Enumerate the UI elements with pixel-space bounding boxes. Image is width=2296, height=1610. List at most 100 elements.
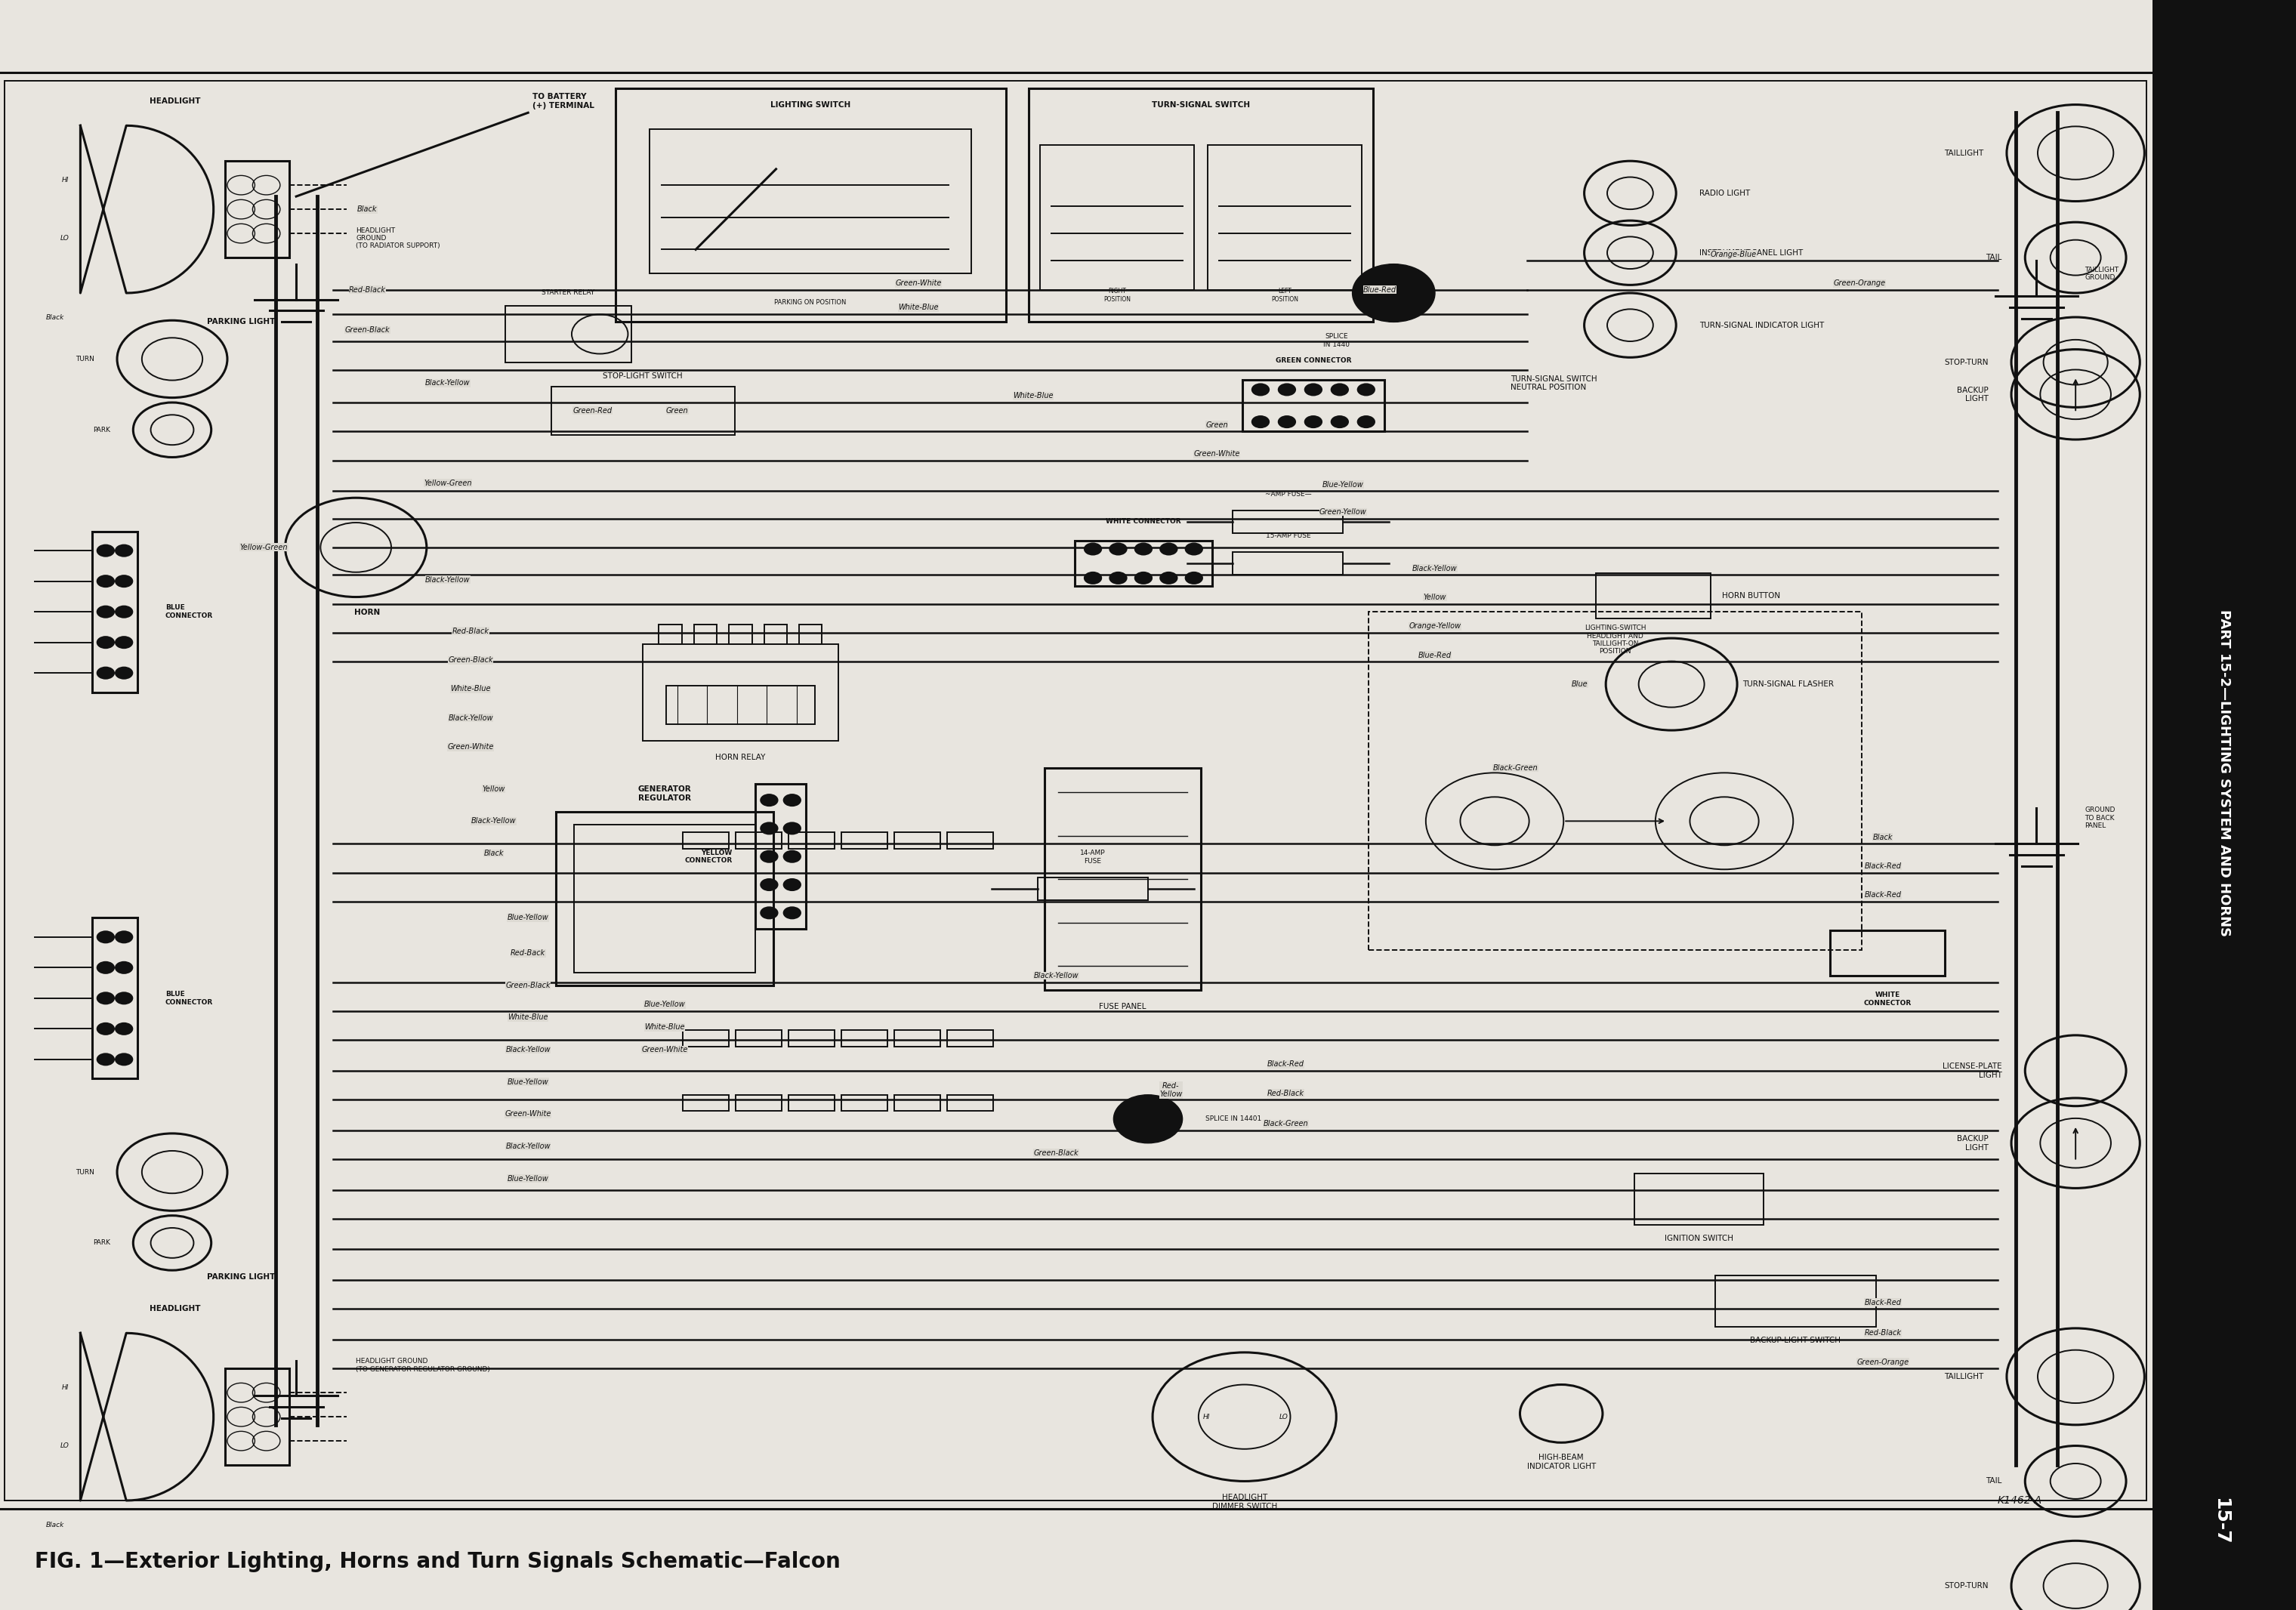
Bar [840,1095,886,1111]
Text: HORN BUTTON: HORN BUTTON [1722,592,1779,599]
Bar [893,832,941,848]
Bar [946,1030,992,1046]
Text: HEADLIGHT
DIMMER SWITCH: HEADLIGHT DIMMER SWITCH [1212,1494,1277,1510]
Circle shape [115,636,133,649]
Text: Blue-Red: Blue-Red [1364,287,1396,293]
Bar [1038,877,1148,900]
Circle shape [1304,415,1322,428]
Text: K1462-A: K1462-A [1998,1496,2041,1505]
Text: Black-Yellow: Black-Yellow [425,576,471,583]
Bar [556,811,774,985]
Text: HI: HI [1203,1414,1210,1420]
Bar [735,1030,781,1046]
Circle shape [115,1022,133,1035]
Circle shape [1109,572,1127,584]
Circle shape [783,879,801,892]
Circle shape [1084,543,1102,555]
Text: TURN-SIGNAL FLASHER: TURN-SIGNAL FLASHER [1743,681,1835,687]
Circle shape [760,821,778,834]
Text: HEADLIGHT GROUND
(TO GENERATOR REGULATOR GROUND): HEADLIGHT GROUND (TO GENERATOR REGULATOR… [356,1357,491,1373]
Circle shape [1109,543,1127,555]
Bar [735,832,781,848]
Text: Green-Orange: Green-Orange [1857,1359,1908,1365]
Bar [5,80,2147,1501]
Text: TURN-SIGNAL SWITCH: TURN-SIGNAL SWITCH [1153,101,1249,109]
Bar [840,832,886,848]
Text: 14-AMP
FUSE: 14-AMP FUSE [1079,850,1107,865]
Circle shape [115,605,133,618]
Circle shape [115,1053,133,1066]
Text: Green-White: Green-White [1194,451,1240,457]
Bar [1368,612,1862,950]
Text: Blue: Blue [1570,681,1589,687]
Text: Red-Black: Red-Black [1267,1090,1304,1096]
Text: TAIL: TAIL [1986,254,2002,261]
Text: Blue-Yellow: Blue-Yellow [507,1079,549,1085]
Text: TAIL: TAIL [1986,1478,2002,1484]
Circle shape [115,544,133,557]
Text: PARK: PARK [92,1240,110,1246]
Text: HI: HI [62,1385,69,1391]
Circle shape [96,1053,115,1066]
Bar [693,625,716,644]
Text: Green: Green [666,407,689,414]
Text: Black-Red: Black-Red [1864,863,1901,869]
Circle shape [96,961,115,974]
Circle shape [1185,543,1203,555]
Circle shape [96,1022,115,1035]
Text: TAILLIGHT: TAILLIGHT [1945,1373,1984,1380]
Text: Green-Black: Green-Black [448,657,494,663]
Bar [840,1030,886,1046]
Bar [1233,552,1343,575]
Text: IGNITION SWITCH: IGNITION SWITCH [1665,1235,1733,1243]
Text: Blue-Yellow: Blue-Yellow [507,1175,549,1182]
Bar [1830,931,1945,976]
Text: Black-Yellow: Black-Yellow [1033,972,1079,979]
Text: White-Blue: White-Blue [645,1024,684,1030]
Text: Black-Yellow: Black-Yellow [505,1046,551,1053]
Text: BACKUP-LIGHT SWITCH: BACKUP-LIGHT SWITCH [1750,1336,1841,1344]
Circle shape [115,931,133,943]
Circle shape [1159,543,1178,555]
Circle shape [1134,543,1153,555]
Circle shape [96,605,115,618]
Bar [790,832,836,848]
Bar [1029,89,1373,322]
Circle shape [783,850,801,863]
Circle shape [115,575,133,588]
Bar [659,625,682,644]
Bar [790,1030,836,1046]
Circle shape [96,575,115,588]
Bar [666,686,815,724]
Text: Green-White: Green-White [505,1111,551,1117]
Text: 15-7: 15-7 [2211,1497,2229,1546]
Bar [893,1030,941,1046]
Circle shape [760,850,778,863]
Bar [790,1095,836,1111]
Text: Black-Yellow: Black-Yellow [471,818,517,824]
Bar [684,1030,730,1046]
Text: GREEN CONNECTOR: GREEN CONNECTOR [1274,357,1352,364]
Text: SPLICE
IN 1440: SPLICE IN 1440 [1322,333,1350,348]
Text: Green-Red: Green-Red [572,407,613,414]
Text: PARK: PARK [92,427,110,433]
Text: Black-Red: Black-Red [1864,892,1901,898]
Text: GENERATOR
REGULATOR: GENERATOR REGULATOR [638,786,691,802]
Text: HI: HI [62,177,69,184]
Text: TO BATTERY
(+) TERMINAL: TO BATTERY (+) TERMINAL [533,93,595,109]
Bar [1040,145,1194,290]
Text: PARKING LIGHT: PARKING LIGHT [207,1274,276,1280]
Circle shape [1352,264,1435,322]
Circle shape [1185,572,1203,584]
Bar [765,625,788,644]
Text: LO: LO [60,1443,69,1449]
Text: TURN: TURN [76,1169,94,1175]
Bar [505,306,631,362]
Text: TURN: TURN [76,356,94,362]
Text: HEADLIGHT: HEADLIGHT [149,1304,200,1312]
Circle shape [1329,383,1350,396]
Circle shape [1277,415,1295,428]
Text: Green-White: Green-White [448,744,494,750]
Bar [92,918,138,1079]
Circle shape [1357,415,1375,428]
